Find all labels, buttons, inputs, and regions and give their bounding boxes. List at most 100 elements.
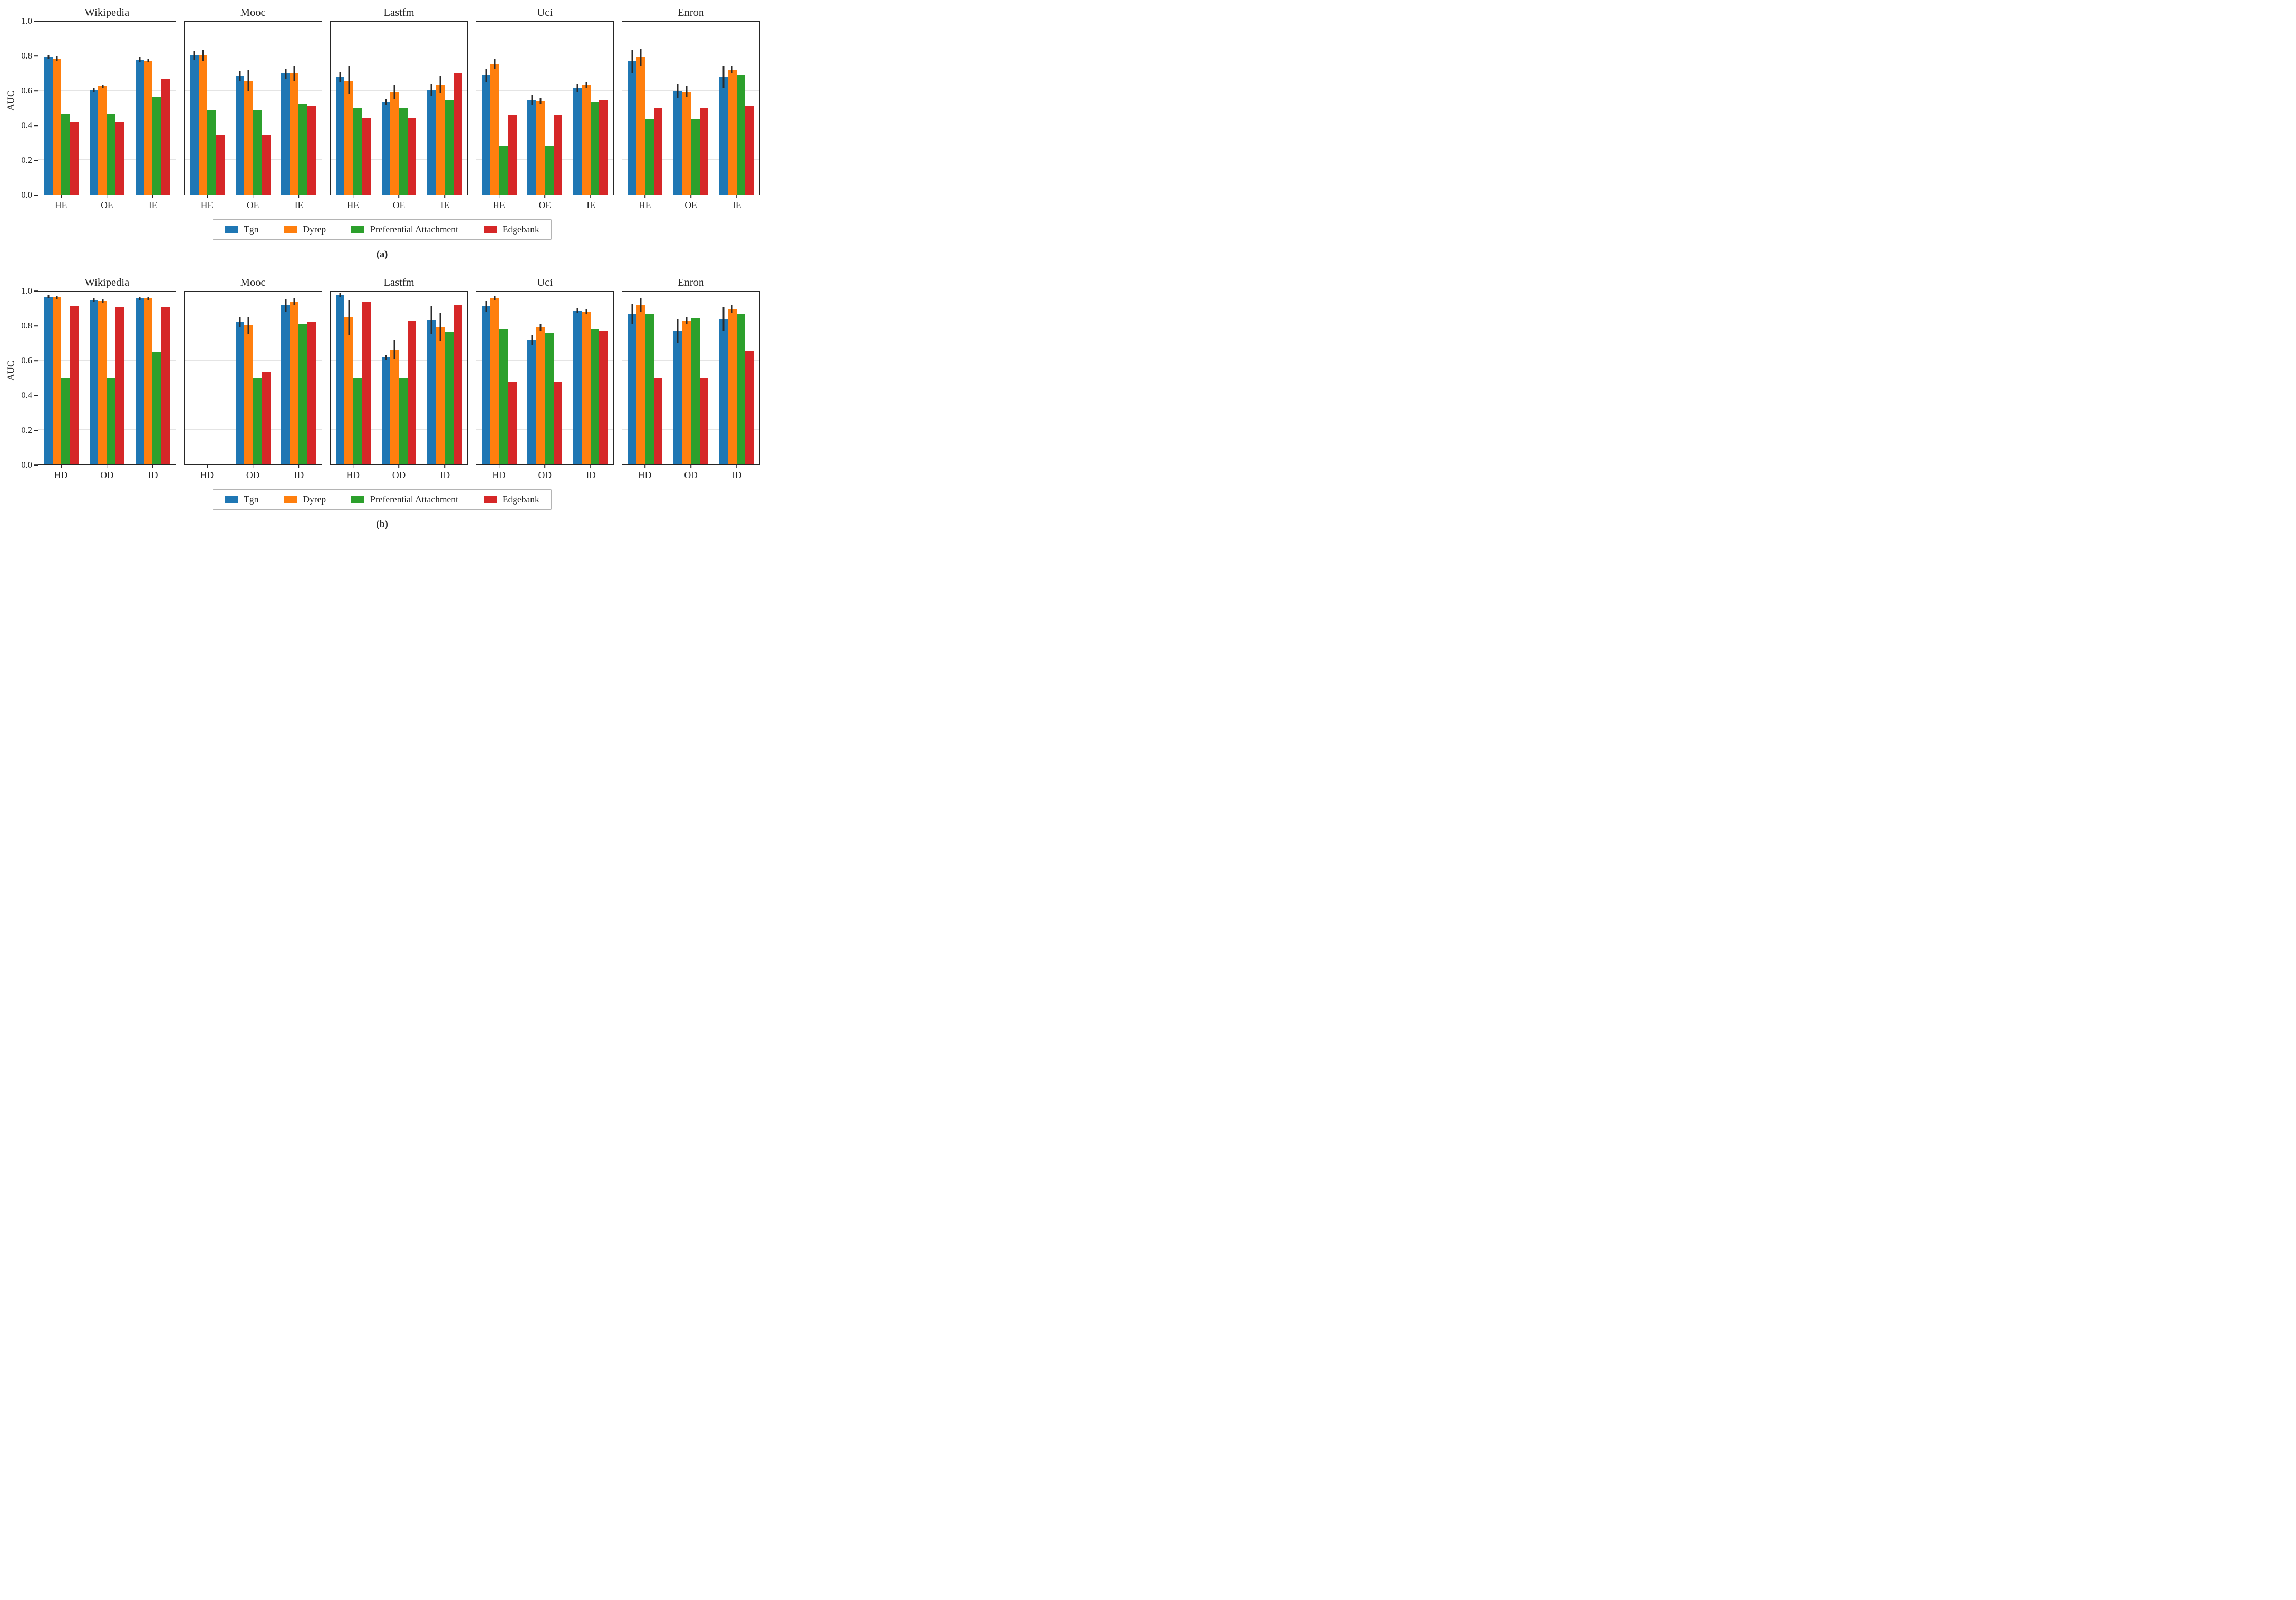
bar-group-hd xyxy=(476,292,522,464)
bar-preferential-attachment xyxy=(445,332,454,464)
plot-area xyxy=(330,21,468,198)
subplots: Wikipedia HD OD ID Mooc HD OD ID Lastfm HD OD ID Uci… xyxy=(38,276,760,481)
y-tick-label: 0.2 xyxy=(21,425,32,435)
bar-group-oe xyxy=(84,22,130,195)
y-axis-label: AUC xyxy=(5,91,16,111)
error-bar xyxy=(56,296,58,299)
bar-edgebank xyxy=(115,307,124,464)
legend-swatch xyxy=(284,226,297,233)
bar-preferential-attachment xyxy=(736,314,746,464)
y-tick-label: 0.0 xyxy=(21,460,32,470)
x-tick-labels: HE OE IE xyxy=(476,195,614,211)
x-tick-label: ID xyxy=(294,470,304,480)
plot-area xyxy=(184,291,322,468)
bar-group-he xyxy=(476,22,522,195)
x-tick-label: IE xyxy=(732,200,741,210)
x-tick-label: HD xyxy=(492,470,506,480)
subplot-title: Wikipedia xyxy=(84,7,130,18)
y-tick-label: 0.8 xyxy=(21,51,32,61)
legend-label: Edgebank xyxy=(502,494,539,505)
error-bar xyxy=(47,55,50,60)
y-tick-mark xyxy=(34,55,38,56)
bar-tgn xyxy=(573,311,582,464)
y-tick-mark xyxy=(34,325,38,326)
bar-edgebank xyxy=(307,106,316,195)
bar-tgn xyxy=(628,314,637,464)
bar-edgebank xyxy=(745,106,754,195)
x-tick-mark xyxy=(152,464,153,468)
bar-dyrep xyxy=(244,80,253,195)
figure-b-plots-row: AUC 1.0 0.8 0.6 0.4 0.2 0.0 Wikipedia HD OD ID Mo… xyxy=(4,276,760,481)
y-tick-label: 0.8 xyxy=(21,321,32,331)
legend-item-tgn: Tgn xyxy=(225,224,258,235)
x-tick-mark xyxy=(353,464,354,468)
y-tick-mark xyxy=(34,90,38,91)
bar-edgebank xyxy=(70,122,79,195)
x-tick-mark xyxy=(498,464,500,468)
bar-preferential-attachment xyxy=(445,99,454,195)
y-tick-label: 0.0 xyxy=(21,190,32,200)
legend-row: Tgn Dyrep Preferential Attachment Edgebank xyxy=(4,489,760,510)
bar-dyrep xyxy=(682,91,691,195)
bar-dyrep xyxy=(582,84,591,195)
bar-group-hd xyxy=(622,292,668,464)
error-bar xyxy=(439,313,441,341)
subplot-enron: Enron HD OD ID xyxy=(622,276,760,481)
legend-label: Dyrep xyxy=(303,224,326,235)
legend-label: Preferential Attachment xyxy=(370,494,458,505)
bar-group-id xyxy=(568,292,614,464)
bar-tgn xyxy=(190,55,199,195)
bar-tgn xyxy=(335,295,345,464)
subplot-title: Enron xyxy=(678,277,705,288)
bar-dyrep xyxy=(636,57,645,195)
bar-edgebank xyxy=(262,134,271,195)
bar-group-id xyxy=(713,292,759,464)
bar-group-ie xyxy=(130,22,176,195)
bar-edgebank xyxy=(216,134,225,195)
error-bar xyxy=(348,66,350,94)
x-tick-mark xyxy=(644,195,646,198)
error-bar xyxy=(731,304,733,313)
bar-group-he xyxy=(185,22,230,195)
error-bar xyxy=(47,295,50,298)
figure-b: AUC 1.0 0.8 0.6 0.4 0.2 0.0 Wikipedia HD OD ID Mo… xyxy=(4,276,760,530)
bar-edgebank xyxy=(70,306,79,464)
error-bar xyxy=(494,296,496,301)
bar-edgebank xyxy=(262,372,271,464)
subplot-title: Uci xyxy=(537,277,553,288)
error-bar xyxy=(686,317,688,325)
bar-group-id xyxy=(276,292,322,464)
error-bar xyxy=(430,306,432,334)
legend-label: Edgebank xyxy=(502,224,539,235)
x-tick-mark xyxy=(252,464,254,468)
bar-tgn xyxy=(481,75,491,195)
bar-preferential-attachment xyxy=(353,108,362,195)
x-tick-label: OD xyxy=(246,470,260,480)
gridline xyxy=(476,90,614,91)
x-tick-mark xyxy=(207,195,208,198)
error-bar xyxy=(640,48,642,66)
error-bar xyxy=(576,84,578,93)
error-bar xyxy=(439,76,441,94)
gridline xyxy=(330,360,468,361)
bar-edgebank xyxy=(453,73,462,195)
error-bar xyxy=(494,59,496,70)
x-tick-labels: HD OD ID xyxy=(184,465,322,481)
bar-dyrep xyxy=(98,301,107,464)
x-tick-label: HD xyxy=(346,470,360,480)
x-tick-label: HD xyxy=(54,470,68,480)
subplot-lastfm: Lastfm HE OE IE xyxy=(330,6,468,211)
bar-tgn xyxy=(527,340,536,464)
bar-dyrep xyxy=(728,308,737,464)
x-tick-mark xyxy=(107,464,108,468)
y-tick-mark xyxy=(34,125,38,126)
error-bar xyxy=(339,72,341,82)
error-bar xyxy=(539,323,542,331)
x-tick-labels: HD OD ID xyxy=(622,465,760,481)
error-bar xyxy=(531,95,533,106)
bar-edgebank xyxy=(699,378,708,464)
x-tick-mark xyxy=(690,464,691,468)
x-tick-label: OE xyxy=(101,200,113,210)
error-bar xyxy=(393,84,395,99)
x-tick-mark xyxy=(544,464,546,468)
